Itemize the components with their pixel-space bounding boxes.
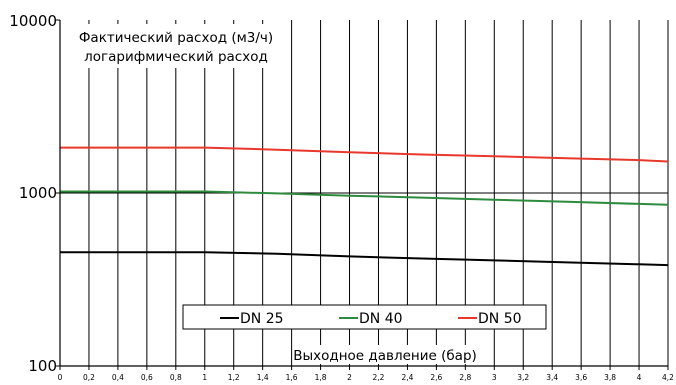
x-tick-label: 2 xyxy=(347,373,352,382)
x-tick-label: 0,4 xyxy=(112,373,124,382)
series-line xyxy=(60,146,669,163)
x-tick-label: 3,8 xyxy=(604,373,616,382)
x-tick-label: 3,4 xyxy=(546,373,558,382)
annotation-line-1: Фактический расход (м3/ч) xyxy=(79,30,273,46)
legend-box xyxy=(182,304,547,330)
x-tick-label: 2,6 xyxy=(430,373,442,382)
x-tick-label: 3,2 xyxy=(517,373,529,382)
y-tick-label: 10000 xyxy=(9,12,57,30)
x-tick-label: 1,6 xyxy=(286,373,298,382)
legend: DN 25 DN 40 DN 50 xyxy=(182,304,547,330)
x-tick-label: 2,2 xyxy=(373,373,385,382)
y-tick-label: 1000 xyxy=(19,184,57,202)
x-tick-label: 0 xyxy=(58,373,63,382)
annotation-line-2: логарифмический расход xyxy=(84,49,268,65)
x-tick-label: 2,8 xyxy=(459,373,471,382)
legend-label: DN 50 xyxy=(478,311,522,327)
x-axis-title-group: Выходное давление (бар) xyxy=(293,345,477,364)
x-tick-label: 1,8 xyxy=(315,373,327,382)
x-tick-label: 4,2 xyxy=(662,373,674,382)
y-tick-label: 100 xyxy=(28,357,57,375)
series-line xyxy=(60,190,669,206)
x-ticks: 0 0,2 0,4 0,6 0,8 1 1,2 1,4 1,6 1,8 2 2,2 2,4 2,6 2,8 3… xyxy=(58,366,674,382)
legend-label: DN 25 xyxy=(240,311,284,327)
x-tick-label: 3 xyxy=(492,373,497,382)
series-line xyxy=(60,251,669,267)
series-layer xyxy=(60,146,669,267)
x-tick-label: 0,8 xyxy=(170,373,182,382)
annotation: Фактический расход (м3/ч) логарифмически… xyxy=(74,24,278,68)
x-tick-label: 2,4 xyxy=(401,373,413,382)
x-tick-label: 1 xyxy=(202,373,207,382)
x-tick-label: 1,4 xyxy=(257,373,269,382)
x-tick-label: 3,6 xyxy=(575,373,587,382)
x-tick-label: 0,2 xyxy=(83,373,95,382)
y-ticks: 100 1000 10000 xyxy=(9,12,60,375)
x-axis-title: Выходное давление (бар) xyxy=(293,348,477,364)
x-tick-label: 0,6 xyxy=(141,373,153,382)
legend-label: DN 40 xyxy=(359,311,403,327)
x-tick-label: 1,2 xyxy=(228,373,240,382)
x-tick-label: 4 xyxy=(637,373,642,382)
